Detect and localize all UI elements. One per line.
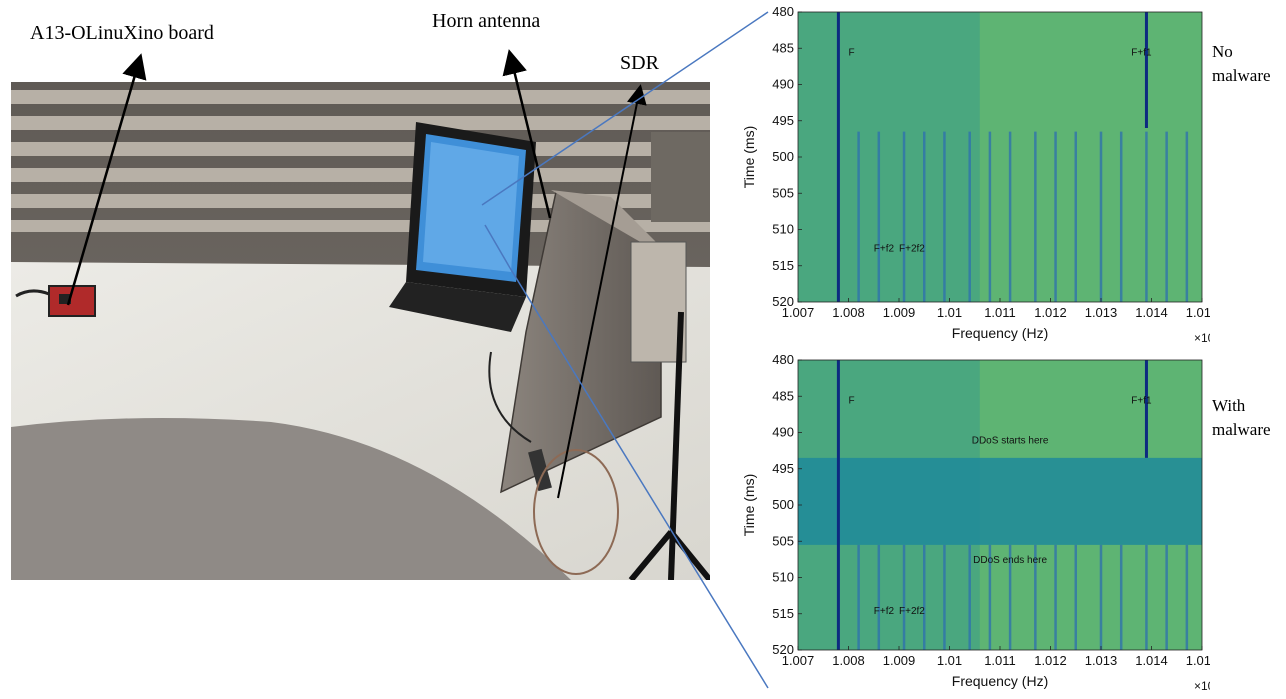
annotation-label: F+2f2 [899, 606, 925, 617]
x-tick-label: 1.011 [984, 305, 1016, 320]
annotation-label: F+f1 [1131, 396, 1152, 407]
x-tick-label: 1.014 [1135, 653, 1168, 668]
y-tick-label: 495 [772, 113, 794, 128]
x-tick-label: 1.015 [1186, 653, 1210, 668]
y-tick-label: 480 [772, 4, 794, 19]
annotation-label: DDoS ends here [973, 555, 1047, 566]
y-tick-label: 500 [772, 497, 794, 512]
x-tick-label: 1.007 [782, 653, 815, 668]
no-malware-line1: No [1212, 42, 1233, 61]
with-malware-line1: With [1212, 396, 1246, 415]
y-tick-label: 490 [772, 77, 794, 92]
board-label: A13-OLinuXino board [30, 22, 214, 44]
y-tick-label: 485 [772, 388, 794, 403]
x-tick-label: 1.007 [782, 305, 815, 320]
y-tick-label: 500 [772, 149, 794, 164]
y-tick-label: 485 [772, 40, 794, 55]
y-tick-label: 515 [772, 606, 794, 621]
x-axis-label: Frequency (Hz) [952, 673, 1048, 689]
y-tick-label: 490 [772, 425, 794, 440]
x-tick-label: 1.013 [1085, 305, 1118, 320]
plot-bg-shade [979, 12, 1202, 302]
x-multiplier: ×10^9 [1194, 679, 1210, 693]
x-tick-label: 1.015 [1186, 305, 1210, 320]
y-axis-label: Time (ms) [741, 474, 757, 536]
annotation-label: F+f2 [874, 243, 895, 254]
no-malware-label: No malware [1212, 40, 1271, 88]
annotation-label: F [849, 396, 855, 407]
with-malware-label: With malware [1212, 394, 1271, 442]
x-tick-label: 1.01 [937, 653, 962, 668]
lab-setup-photo [11, 82, 710, 580]
annotation-label: F+f2 [874, 606, 895, 617]
y-tick-label: 495 [772, 461, 794, 476]
sdr-label: SDR [620, 52, 659, 74]
annotation-label: F+2f2 [899, 243, 925, 254]
x-tick-label: 1.008 [832, 305, 865, 320]
with-malware-line2: malware [1212, 420, 1271, 439]
ddos-band [798, 457, 1202, 545]
spectrogram-with-malware: 480 485 490 495 500 505 510 515 520 1.007 1.008 1.0… [730, 348, 1227, 694]
x-axis-label: Frequency (Hz) [952, 325, 1048, 341]
x-tick-label: 1.009 [883, 653, 916, 668]
y-tick-label: 505 [772, 185, 794, 200]
annotation-label: DDoS starts here [972, 435, 1049, 446]
y-tick-label: 480 [772, 352, 794, 367]
x-tick-label: 1.014 [1135, 305, 1168, 320]
y-tick-label: 520 [772, 294, 794, 309]
annotation-label: F [849, 48, 855, 59]
x-tick-label: 1.013 [1085, 653, 1118, 668]
x-tick-label: 1.012 [1034, 653, 1067, 668]
y-tick-label: 510 [772, 222, 794, 237]
spectrogram-no-malware: 480 485 490 495 500 505 510 515 520 1.007 1.008 1.0… [730, 0, 1227, 346]
y-axis-label: Time (ms) [741, 126, 757, 188]
x-multiplier: ×10^9 [1194, 331, 1210, 345]
x-tick-label: 1.009 [883, 305, 916, 320]
y-tick-label: 510 [772, 570, 794, 585]
y-tick-label: 515 [772, 258, 794, 273]
y-tick-label: 520 [772, 642, 794, 657]
horn-antenna-label: Horn antenna [432, 10, 541, 32]
no-malware-line2: malware [1212, 66, 1271, 85]
x-tick-label: 1.01 [937, 305, 962, 320]
x-tick-label: 1.012 [1034, 305, 1067, 320]
x-tick-label: 1.011 [984, 653, 1016, 668]
x-tick-label: 1.008 [832, 653, 865, 668]
annotation-label: F+f1 [1131, 48, 1152, 59]
y-tick-label: 505 [772, 533, 794, 548]
